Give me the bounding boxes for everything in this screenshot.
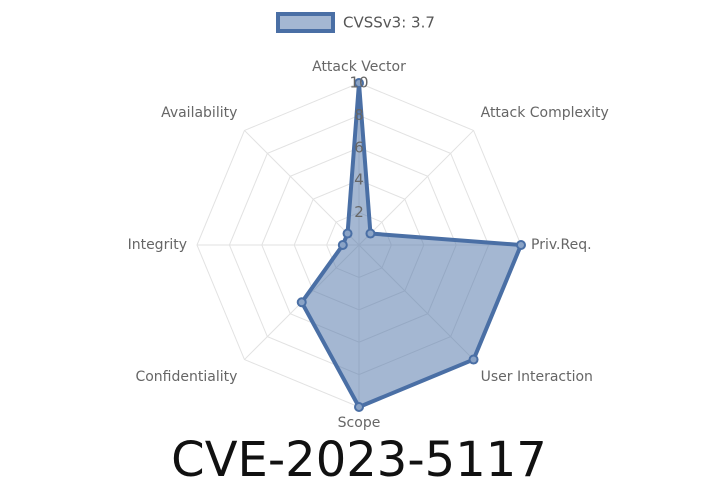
data-point: [342, 228, 353, 239]
axis-label: Attack Complexity: [481, 105, 609, 121]
data-point: [354, 78, 364, 88]
axis-label: Scope: [338, 415, 381, 431]
axis-label: Confidentiality: [135, 369, 237, 385]
axis-label: Integrity: [128, 237, 187, 253]
legend-label: CVSSv3: 3.7: [343, 14, 435, 32]
r-tick-label: 4: [354, 171, 364, 189]
data-point: [337, 240, 348, 250]
axis-label: Availability: [161, 105, 237, 121]
data-point: [354, 402, 364, 412]
axis-label: Attack Vector: [312, 59, 406, 75]
r-tick-label: 2: [354, 203, 364, 221]
legend-swatch: [276, 12, 335, 33]
data-point: [468, 354, 479, 365]
axis-label: Priv.Req.: [531, 237, 592, 253]
axis-label: User Interaction: [481, 369, 593, 385]
data-point: [296, 297, 307, 308]
spoke: [358, 130, 474, 246]
r-tick-label: 6: [354, 138, 364, 156]
spoke: [244, 130, 360, 246]
r-tick-label: 8: [354, 106, 364, 124]
data-point: [516, 240, 526, 250]
chart-title: CVE-2023-5117: [171, 432, 547, 488]
data-point: [365, 228, 376, 239]
r-tick-label: 10: [349, 74, 368, 92]
